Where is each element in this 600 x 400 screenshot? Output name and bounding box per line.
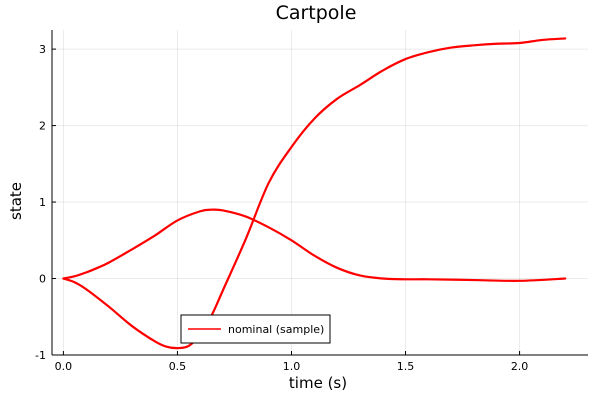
y-tick-label: -1 xyxy=(35,349,46,362)
x-axis-ticks: 0.0 0.5 1.0 1.5 2.0 xyxy=(55,351,529,373)
legend: nominal (sample) xyxy=(180,314,331,344)
y-axis-ticks: -1 0 1 2 3 xyxy=(35,43,56,362)
y-tick-label: 1 xyxy=(39,196,46,209)
y-tick-label: 3 xyxy=(39,43,46,56)
chart-title: Cartpole xyxy=(276,2,357,24)
x-tick-label: 1.5 xyxy=(397,360,415,373)
y-tick-label: 2 xyxy=(39,120,46,133)
series-line-2 xyxy=(62,37,567,350)
y-tick-label: 0 xyxy=(39,273,46,286)
y-axis-label: state xyxy=(7,182,25,220)
x-tick-label: 1.0 xyxy=(283,360,301,373)
x-tick-label: 0.0 xyxy=(55,360,73,373)
x-tick-label: 0.5 xyxy=(169,360,187,373)
series-layer xyxy=(62,37,567,350)
y-gridlines xyxy=(52,48,588,356)
legend-entry-label: nominal (sample) xyxy=(228,323,324,336)
series-line-1 xyxy=(62,208,567,282)
x-tick-label: 2.0 xyxy=(511,360,529,373)
x-gridlines xyxy=(62,30,521,355)
x-axis-label: time (s) xyxy=(289,374,347,392)
